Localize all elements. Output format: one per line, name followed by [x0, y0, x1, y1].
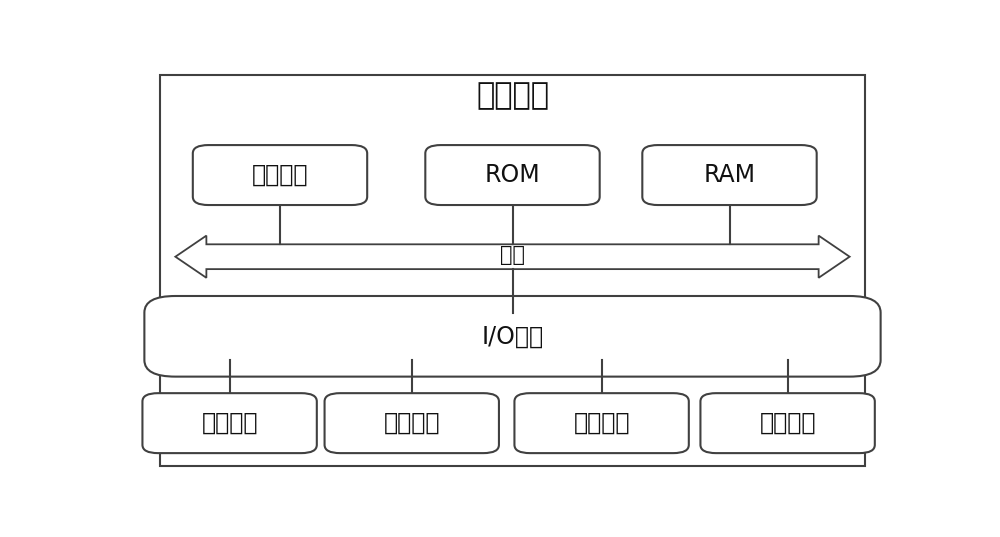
Text: 存储装置: 存储装置: [573, 411, 630, 435]
FancyBboxPatch shape: [193, 145, 367, 205]
Text: 电子设备: 电子设备: [476, 81, 549, 110]
Text: 通信装置: 通信装置: [759, 411, 816, 435]
FancyBboxPatch shape: [160, 75, 865, 466]
Text: 处理装置: 处理装置: [252, 163, 308, 187]
FancyBboxPatch shape: [425, 145, 600, 205]
FancyBboxPatch shape: [325, 393, 499, 453]
FancyBboxPatch shape: [700, 393, 875, 453]
Text: 输出装置: 输出装置: [384, 411, 440, 435]
FancyBboxPatch shape: [642, 145, 817, 205]
Text: 输入装置: 输入装置: [201, 411, 258, 435]
FancyBboxPatch shape: [514, 393, 689, 453]
Polygon shape: [175, 236, 850, 278]
Text: ROM: ROM: [485, 163, 540, 187]
FancyBboxPatch shape: [144, 296, 881, 376]
Text: I/O接口: I/O接口: [481, 324, 544, 349]
Text: RAM: RAM: [704, 163, 756, 187]
FancyBboxPatch shape: [142, 393, 317, 453]
Text: 总线: 总线: [500, 245, 525, 265]
